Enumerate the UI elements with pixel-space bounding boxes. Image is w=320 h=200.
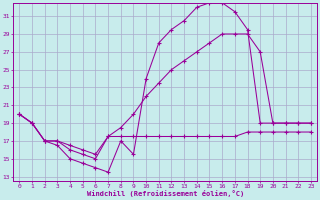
X-axis label: Windchill (Refroidissement éolien,°C): Windchill (Refroidissement éolien,°C) — [86, 190, 244, 197]
